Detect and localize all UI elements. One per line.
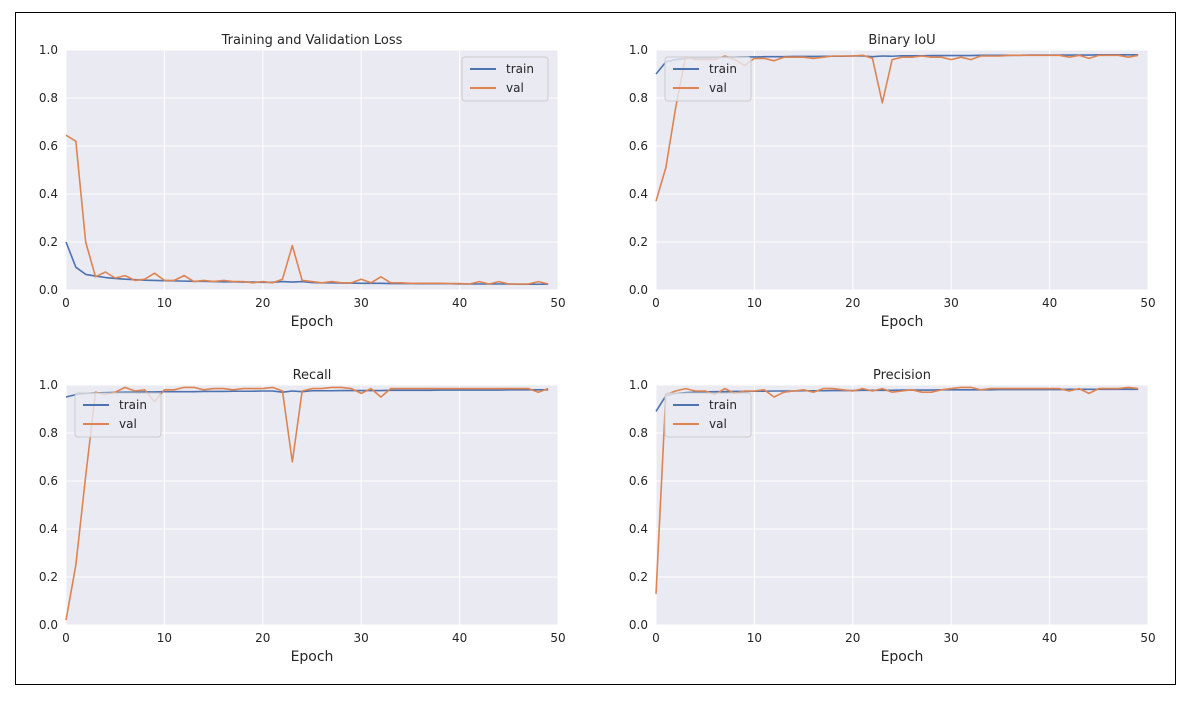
- y-tick-label: 1.0: [39, 378, 58, 392]
- y-tick-label: 0.8: [39, 426, 58, 440]
- y-tick-label: 0.4: [39, 187, 58, 201]
- chart-title: Recall: [293, 368, 332, 383]
- y-tick-label: 0.6: [629, 139, 648, 153]
- chart-panel-1: Training and Validation Loss 0.0 0.2 0.4 0.6…: [39, 33, 566, 330]
- y-tick-label: 0.0: [39, 283, 58, 297]
- figure-frame: Training and Validation Loss 0.0 0.2 0.4 0.6…: [15, 12, 1176, 685]
- y-tick-label: 0.4: [39, 522, 58, 536]
- chart-title: Precision: [873, 368, 931, 383]
- series-line-val: [65, 134, 549, 285]
- chart-panel-2: Binary IoU 0.0 0.2 0.4 0.6 0.8 1.0 0 10 20 30 40 50 E…: [629, 33, 1156, 330]
- x-tick-label: 20: [255, 296, 270, 310]
- y-tick-label: 0.2: [39, 235, 58, 249]
- x-tick-label: 0: [652, 296, 660, 310]
- x-tick-label: 0: [62, 296, 70, 310]
- legend: train val: [664, 56, 752, 102]
- x-axis-label: Epoch: [881, 314, 924, 330]
- chart-panel-3: Recall 0.0 0.2 0.4 0.6 0.8 1.0 0 10 20 30 40 50 Epoch…: [39, 368, 566, 665]
- legend-label-train: train: [119, 398, 147, 412]
- x-tick-label: 40: [452, 296, 467, 310]
- x-tick-label: 0: [62, 631, 70, 645]
- y-tick-label: 1.0: [39, 43, 58, 57]
- y-tick-label: 0.4: [629, 187, 648, 201]
- y-tick-label: 0.0: [629, 618, 648, 632]
- legend: train val: [664, 392, 752, 438]
- x-axis-label: Epoch: [291, 649, 334, 665]
- x-tick-label: 10: [747, 296, 762, 310]
- legend-box: [74, 392, 162, 438]
- x-tick-label: 0: [652, 631, 660, 645]
- x-tick-label: 30: [944, 296, 959, 310]
- legend-label-train: train: [709, 62, 737, 76]
- x-tick-label: 50: [1140, 296, 1155, 310]
- legend-label-val: val: [119, 417, 137, 431]
- legend: train val: [74, 392, 162, 438]
- x-tick-label: 30: [354, 631, 369, 645]
- y-tick-label: 0.6: [39, 474, 58, 488]
- legend-label-train: train: [709, 398, 737, 412]
- x-tick-label: 20: [845, 631, 860, 645]
- x-tick-label: 10: [747, 631, 762, 645]
- y-tick-label: 0.8: [629, 91, 648, 105]
- x-tick-label: 40: [1042, 296, 1057, 310]
- x-tick-label: 10: [157, 631, 172, 645]
- y-tick-label: 0.6: [629, 474, 648, 488]
- series-line-train: [655, 388, 1139, 412]
- y-tick-label: 0.2: [39, 570, 58, 584]
- y-tick-label: 0.0: [39, 618, 58, 632]
- x-axis-label: Epoch: [291, 314, 334, 330]
- legend-label-val: val: [709, 417, 727, 431]
- x-tick-label: 50: [1140, 631, 1155, 645]
- x-tick-label: 30: [944, 631, 959, 645]
- x-tick-label: 40: [1042, 631, 1057, 645]
- y-tick-label: 0.6: [39, 139, 58, 153]
- legend: train val: [461, 56, 549, 102]
- y-tick-label: 1.0: [629, 43, 648, 57]
- y-tick-label: 0.2: [629, 235, 648, 249]
- chart-title: Binary IoU: [868, 33, 935, 48]
- legend-label-val: val: [709, 81, 727, 95]
- x-tick-label: 50: [550, 296, 565, 310]
- x-tick-label: 40: [452, 631, 467, 645]
- legend-box: [664, 56, 752, 102]
- y-tick-label: 1.0: [629, 378, 648, 392]
- x-tick-label: 20: [255, 631, 270, 645]
- legend-box: [664, 392, 752, 438]
- x-tick-label: 50: [550, 631, 565, 645]
- chart-title: Training and Validation Loss: [221, 33, 403, 48]
- y-tick-label: 0.8: [39, 91, 58, 105]
- figure: Training and Validation Loss 0.0 0.2 0.4 0.6…: [39, 33, 1156, 665]
- x-axis-label: Epoch: [881, 649, 924, 665]
- x-tick-label: 20: [845, 296, 860, 310]
- x-tick-label: 30: [354, 296, 369, 310]
- legend-box: [461, 56, 549, 102]
- legend-label-val: val: [506, 81, 524, 95]
- y-tick-label: 0.0: [629, 283, 648, 297]
- y-tick-label: 0.2: [629, 570, 648, 584]
- y-tick-label: 0.8: [629, 426, 648, 440]
- chart-panel-4: Precision 0.0 0.2 0.4 0.6 0.8 1.0 0 10 20 30 40 50 Ep…: [629, 368, 1156, 665]
- legend-label-train: train: [506, 62, 534, 76]
- x-tick-label: 10: [157, 296, 172, 310]
- series-line-val: [65, 386, 549, 621]
- y-tick-label: 0.4: [629, 522, 648, 536]
